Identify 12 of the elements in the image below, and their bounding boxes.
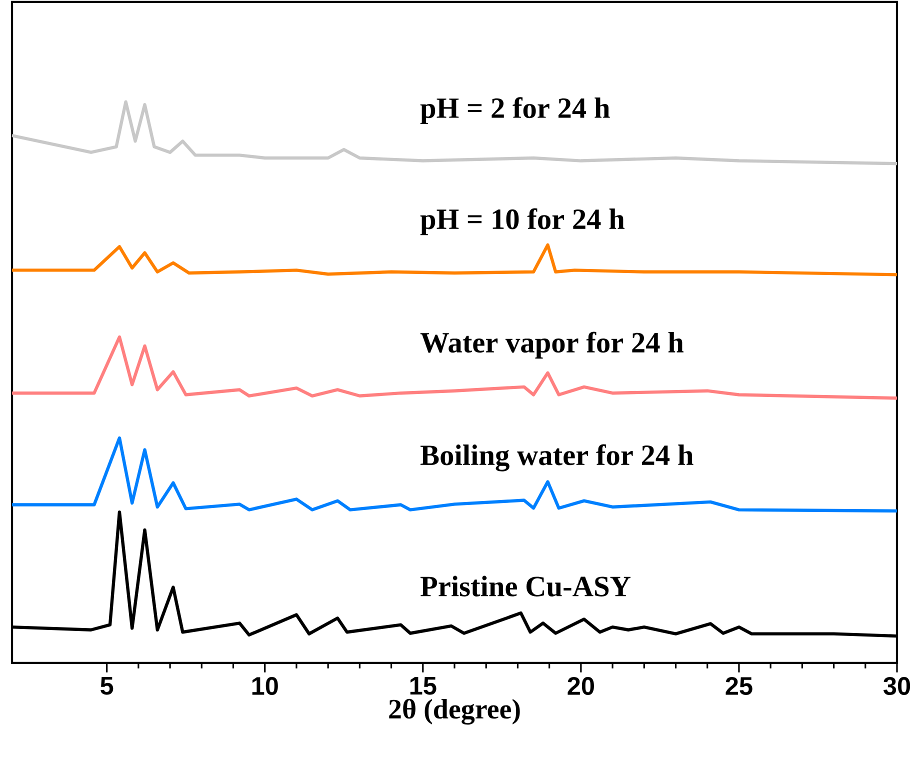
series-label: Pristine Cu-ASY	[420, 576, 630, 597]
x-tick-label: 20	[568, 677, 594, 695]
series-label: pH = 2 for 24 h	[420, 97, 610, 124]
series-label: Water vapor for 24 h	[420, 332, 684, 359]
x-axis-title: 2θ (degree)	[389, 698, 520, 725]
series-label: Boiling water for 24 h	[420, 444, 694, 472]
x-tick-label: 15	[410, 677, 436, 695]
x-tick-label: 10	[252, 677, 278, 695]
x-tick-label: 30	[883, 677, 910, 696]
x-tick-label: 25	[726, 677, 752, 695]
x-tick-label: 5	[100, 677, 114, 695]
series-label: pH = 10 for 24 h	[420, 208, 624, 236]
